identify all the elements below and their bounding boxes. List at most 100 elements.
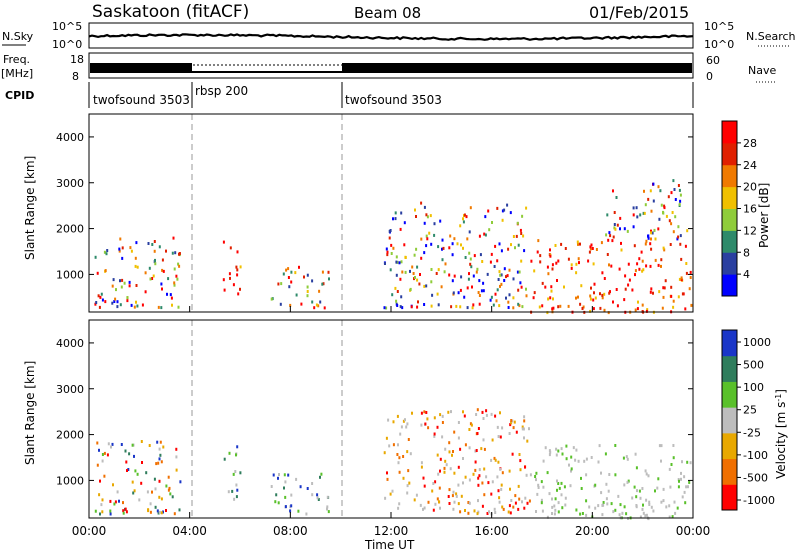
echo-cell [385,436,388,440]
echo-cell [612,300,614,304]
echo-cell [507,306,510,309]
echo-cell [472,472,475,476]
echo-cell [575,271,578,275]
echo-cell [401,306,404,310]
echo-cell [633,244,636,248]
echo-cell [277,282,280,286]
echo-cell [383,451,386,455]
echo-cell [493,456,496,460]
echo-cell [456,242,459,246]
echo-cell [406,450,409,454]
echo-cell [590,243,593,247]
echo-cell [689,270,692,274]
echo-cell [541,304,544,308]
echo-cell [400,211,403,215]
echo-cell [668,515,671,519]
echo-cell [643,189,645,193]
echo-cell [311,493,314,497]
echo-cell [165,484,168,488]
echo-cell [607,489,610,493]
echo-cell [548,453,551,457]
echo-cell [623,227,626,231]
echo-cell [392,217,394,221]
echo-cell [526,501,529,505]
echo-cell [639,496,642,500]
echo-cell [398,456,401,460]
echo-cell [621,511,624,515]
echo-cell [411,265,414,269]
velocity-colorbar-swatch [722,330,737,357]
echo-cell [498,500,501,504]
echo-cell [645,239,648,243]
echo-cell [522,427,525,431]
echo-cell [441,247,443,251]
echo-cell [570,469,572,473]
echo-cell [645,472,648,476]
echo-cell [509,511,512,515]
echo-cell [425,234,428,238]
echo-cell [610,502,613,506]
echo-cell [239,265,242,269]
echo-cell [457,502,460,506]
echo-cell [560,447,563,451]
echo-cell [234,470,237,473]
echo-cell [551,307,554,311]
echo-cell [499,411,501,415]
echo-cell [477,483,480,487]
echo-cell [166,292,168,296]
echo-cell [420,256,423,260]
echo-cell [609,290,611,294]
echo-cell [437,268,440,272]
echo-cell [639,515,642,519]
echo-cell [662,487,665,491]
echo-cell [227,490,230,494]
echo-cell [235,265,238,269]
echo-cell [158,447,161,451]
echo-cell [384,262,386,265]
echo-cell [500,273,503,277]
echo-cell [519,281,522,285]
echo-cell [109,509,112,513]
echo-cell [103,451,106,455]
echo-cell [405,425,408,429]
echo-cell [479,253,482,257]
echo-cell [556,479,558,483]
echo-cell [457,436,460,440]
echo-cell [422,507,424,511]
echo-cell [154,487,157,491]
echo-cell [442,246,445,250]
echo-cell [511,452,514,456]
echo-cell [514,494,517,498]
velocity-colorbar-swatch [722,458,737,485]
echo-cell [468,446,471,450]
echo-cell [613,223,616,226]
echo-cell [396,290,399,293]
echo-cell [416,265,419,269]
echo-cell [501,209,504,213]
echo-cell [398,261,401,265]
echo-cell [157,511,160,515]
echo-cell [508,504,511,508]
echo-cell [634,273,636,277]
echo-cell [317,498,320,501]
echo-cell [474,460,477,464]
echo-cell [447,495,450,498]
echo-cell [641,507,644,511]
echo-cell [499,273,502,277]
echo-cell [638,489,641,493]
echo-cell [297,509,300,513]
echo-cell [103,474,106,478]
echo-cell [153,249,156,253]
echo-cell [575,296,577,300]
power-colorbar-swatch [722,121,737,144]
echo-cell [559,304,562,308]
echo-cell [406,491,409,495]
velocity-frame [88,319,694,519]
echo-cell [177,262,180,266]
echo-cell [677,225,680,229]
time-axis: 00:00 04:00 08:00 12:00 16:00 20:00 00:00 [72,306,710,538]
echo-cell [160,282,163,286]
echo-cell [149,502,152,506]
echo-cell [96,463,99,467]
echo-cell [684,307,687,311]
